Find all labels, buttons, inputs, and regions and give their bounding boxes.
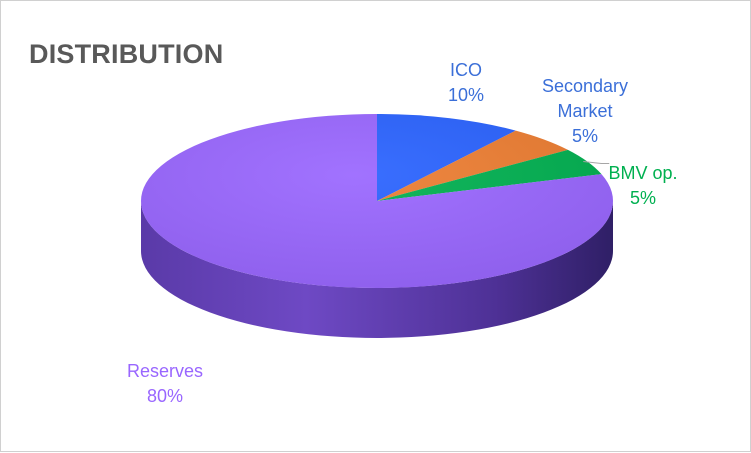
label-bmv-op-name: BMV op. <box>608 163 678 183</box>
label-secondary-market: Secondary Market 5% <box>529 74 641 149</box>
label-ico: ICO 10% <box>431 58 501 108</box>
label-reserves-pct: 80% <box>146 386 184 406</box>
label-secondary-market-pct: 5% <box>571 126 598 146</box>
label-reserves-name: Reserves <box>126 361 204 381</box>
pie-top <box>141 114 613 288</box>
label-bmv-op: BMV op. 5% <box>597 161 689 211</box>
pie-top-shading <box>141 114 613 288</box>
pie-side <box>141 201 613 338</box>
label-secondary-market-name-1: Secondary <box>541 76 629 96</box>
label-ico-pct: 10% <box>447 85 485 105</box>
leader-lines <box>583 161 610 165</box>
label-ico-name: ICO <box>449 60 482 80</box>
label-secondary-market-name-2: Market <box>557 101 613 121</box>
leader-line-bmv-op <box>583 161 610 165</box>
label-reserves: Reserves 80% <box>111 359 219 409</box>
label-bmv-op-pct: 5% <box>629 188 656 208</box>
pie-side-wall <box>141 201 613 338</box>
chart-title: DISTRIBUTION <box>29 39 224 69</box>
